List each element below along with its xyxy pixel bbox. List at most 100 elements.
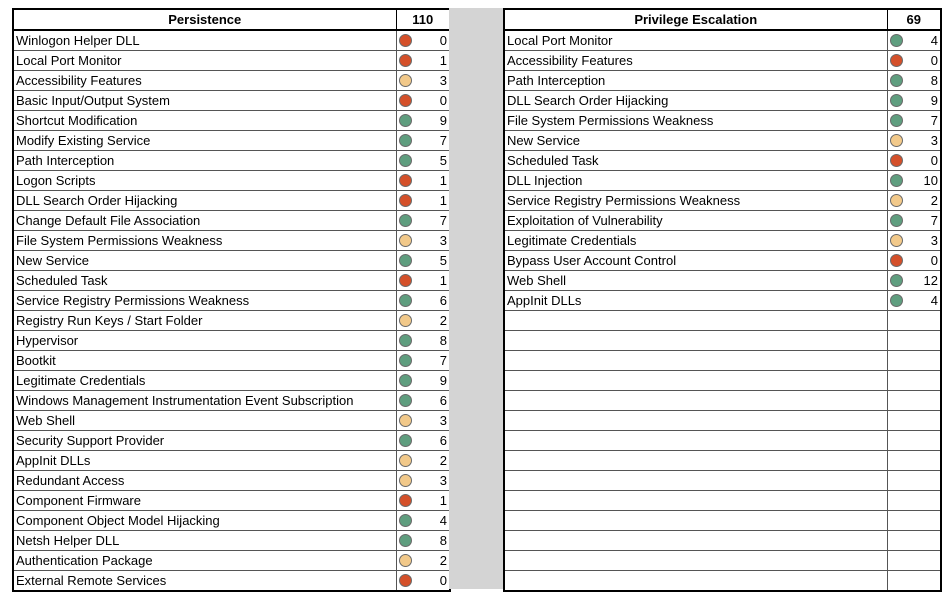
status-red-circle-icon bbox=[398, 194, 412, 207]
status-green-circle-icon bbox=[398, 434, 412, 447]
column-separator bbox=[449, 8, 503, 589]
technique-count-cell: 8 bbox=[395, 330, 451, 351]
technique-count-cell: 2 bbox=[395, 550, 451, 571]
status-green-circle-icon bbox=[398, 334, 412, 347]
empty-cell bbox=[503, 350, 888, 371]
technique-name: Path Interception bbox=[12, 150, 397, 171]
status-yellow-circle-icon bbox=[398, 234, 412, 247]
table-row: DLL Injection 10 bbox=[503, 170, 942, 191]
technique-name: Exploitation of Vulnerability bbox=[503, 210, 888, 231]
technique-count: 9 bbox=[439, 113, 447, 128]
table-row: Bootkit 7 bbox=[12, 350, 451, 371]
empty-cell bbox=[886, 330, 942, 351]
technique-count-cell: 0 bbox=[886, 150, 942, 171]
technique-count: 0 bbox=[930, 153, 938, 168]
table-row: DLL Search Order Hijacking 9 bbox=[503, 90, 942, 111]
technique-name: Security Support Provider bbox=[12, 430, 397, 451]
technique-count-cell: 3 bbox=[395, 470, 451, 491]
table-row: Web Shell 3 bbox=[12, 410, 451, 431]
empty-cell bbox=[503, 370, 888, 391]
technique-count: 1 bbox=[439, 493, 447, 508]
privilege-escalation-header: Privilege Escalation bbox=[503, 8, 888, 31]
technique-name: Service Registry Permissions Weakness bbox=[503, 190, 888, 211]
empty-cell bbox=[503, 570, 888, 592]
status-red-circle-icon bbox=[398, 54, 412, 67]
technique-count-cell: 9 bbox=[395, 370, 451, 391]
technique-name: Local Port Monitor bbox=[12, 50, 397, 71]
table-row: External Remote Services 0 bbox=[12, 570, 451, 592]
technique-count-cell: 5 bbox=[395, 150, 451, 171]
empty-row bbox=[503, 390, 942, 411]
technique-count-cell: 0 bbox=[395, 90, 451, 111]
table-row: AppInit DLLs 4 bbox=[503, 290, 942, 311]
technique-count-cell: 10 bbox=[886, 170, 942, 191]
empty-row bbox=[503, 550, 942, 571]
persistence-header: Persistence bbox=[12, 8, 397, 31]
privilege-escalation-table: Privilege Escalation 69 Local Port Monit… bbox=[503, 8, 942, 592]
empty-row bbox=[503, 430, 942, 451]
technique-name: DLL Search Order Hijacking bbox=[12, 190, 397, 211]
technique-count-cell: 3 bbox=[395, 70, 451, 91]
technique-count: 9 bbox=[439, 373, 447, 388]
status-yellow-circle-icon bbox=[398, 554, 412, 567]
technique-name: File System Permissions Weakness bbox=[12, 230, 397, 251]
technique-count: 3 bbox=[439, 473, 447, 488]
technique-count-cell: 3 bbox=[395, 410, 451, 431]
table-row: Basic Input/Output System 0 bbox=[12, 90, 451, 111]
technique-count: 4 bbox=[930, 293, 938, 308]
status-red-circle-icon bbox=[889, 54, 903, 67]
technique-name: Scheduled Task bbox=[503, 150, 888, 171]
table-row: Redundant Access 3 bbox=[12, 470, 451, 491]
empty-row bbox=[503, 490, 942, 511]
status-green-circle-icon bbox=[398, 394, 412, 407]
empty-cell bbox=[503, 410, 888, 431]
status-green-circle-icon bbox=[889, 114, 903, 127]
technique-count-cell: 1 bbox=[395, 190, 451, 211]
empty-row bbox=[503, 310, 942, 331]
technique-name: Logon Scripts bbox=[12, 170, 397, 191]
technique-count-cell: 1 bbox=[395, 270, 451, 291]
technique-count: 0 bbox=[930, 53, 938, 68]
technique-name: Winlogon Helper DLL bbox=[12, 29, 397, 51]
status-green-circle-icon bbox=[889, 74, 903, 87]
technique-name: Accessibility Features bbox=[503, 50, 888, 71]
table-row: DLL Search Order Hijacking 1 bbox=[12, 190, 451, 211]
empty-cell bbox=[886, 550, 942, 571]
status-yellow-circle-icon bbox=[889, 234, 903, 247]
technique-name: Legitimate Credentials bbox=[503, 230, 888, 251]
empty-row bbox=[503, 570, 942, 592]
technique-count-cell: 2 bbox=[886, 190, 942, 211]
technique-count-cell: 7 bbox=[395, 350, 451, 371]
technique-name: Authentication Package bbox=[12, 550, 397, 571]
status-yellow-circle-icon bbox=[398, 314, 412, 327]
empty-row bbox=[503, 470, 942, 491]
technique-count-cell: 4 bbox=[886, 29, 942, 51]
technique-name: Shortcut Modification bbox=[12, 110, 397, 131]
technique-count-cell: 7 bbox=[395, 210, 451, 231]
technique-count: 1 bbox=[439, 273, 447, 288]
table-row: Shortcut Modification 9 bbox=[12, 110, 451, 131]
table-row: Component Object Model Hijacking 4 bbox=[12, 510, 451, 531]
technique-name: Scheduled Task bbox=[12, 270, 397, 291]
status-red-circle-icon bbox=[398, 574, 412, 587]
empty-cell bbox=[503, 390, 888, 411]
technique-count-cell: 2 bbox=[395, 450, 451, 471]
empty-row bbox=[503, 510, 942, 531]
empty-row bbox=[503, 450, 942, 471]
technique-count-cell: 0 bbox=[886, 50, 942, 71]
technique-count-cell: 0 bbox=[886, 250, 942, 271]
technique-count-cell: 5 bbox=[395, 250, 451, 271]
persistence-table: Persistence 110 Winlogon Helper DLL 0 Loca… bbox=[12, 8, 451, 592]
empty-row bbox=[503, 530, 942, 551]
technique-count-cell: 9 bbox=[395, 110, 451, 131]
table-row: Accessibility Features 3 bbox=[12, 70, 451, 91]
technique-count-cell: 7 bbox=[886, 110, 942, 131]
technique-count: 3 bbox=[439, 413, 447, 428]
technique-count: 4 bbox=[930, 33, 938, 48]
table-row: Exploitation of Vulnerability 7 bbox=[503, 210, 942, 231]
technique-name: Accessibility Features bbox=[12, 70, 397, 91]
technique-count: 6 bbox=[439, 433, 447, 448]
status-green-circle-icon bbox=[398, 534, 412, 547]
table-row: Netsh Helper DLL 8 bbox=[12, 530, 451, 551]
technique-name: AppInit DLLs bbox=[12, 450, 397, 471]
